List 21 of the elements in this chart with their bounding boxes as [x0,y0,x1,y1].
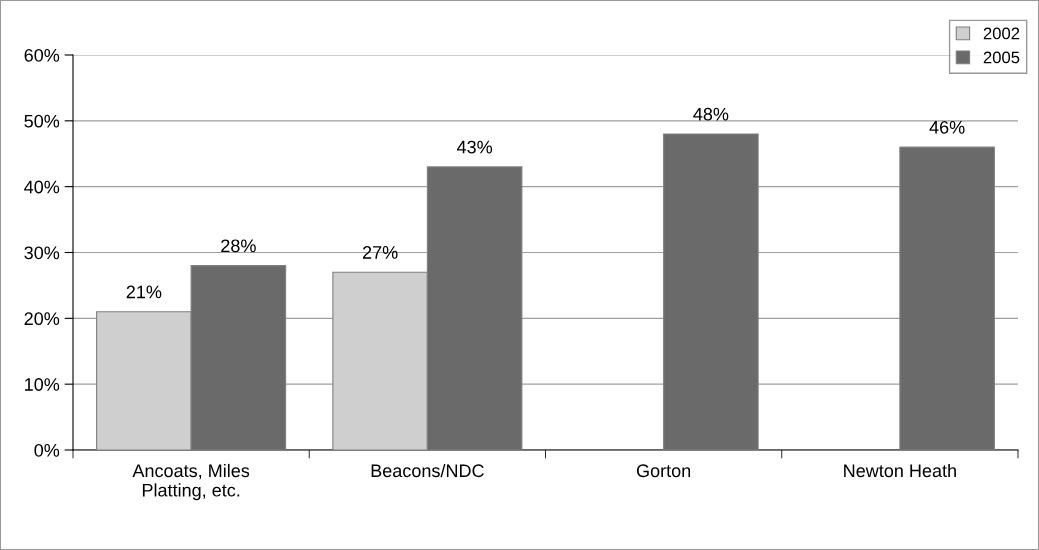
text: 28% [221,239,256,253]
y-tick-label: 60% [24,48,60,62]
x-tick-label: Ancoats, Miles Platting, etc. [132,463,250,501]
text: 27% [362,246,398,259]
y-tick-label: 20% [24,312,60,326]
y-tick-label: 0% [34,443,60,457]
y-tick-label: 30% [24,246,60,260]
text: 46% [929,120,965,134]
x-tick-label: Gorton [636,464,691,478]
x-tick-label: Beacons/NDC [371,463,484,478]
text: 43% [456,140,493,154]
text: 21% [126,285,162,299]
bar [899,146,995,450]
y-tick-label: 40% [24,180,60,194]
y-tick-label: 10% [25,378,60,391]
legend-label: 2002 [983,27,1020,40]
y-tick-label: 50% [24,114,60,128]
x-tick-label: Newton Heath [844,463,956,478]
legend-label: 2005 [983,51,1020,64]
text: 48% [693,107,729,121]
bar [663,133,759,450]
